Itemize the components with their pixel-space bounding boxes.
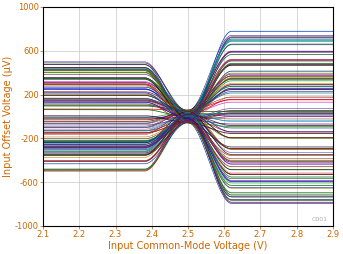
Y-axis label: Input Offset Voltage (µV): Input Offset Voltage (µV) [3,56,13,177]
X-axis label: Input Common-Mode Voltage (V): Input Common-Mode Voltage (V) [108,241,268,250]
Text: C001: C001 [311,217,327,221]
